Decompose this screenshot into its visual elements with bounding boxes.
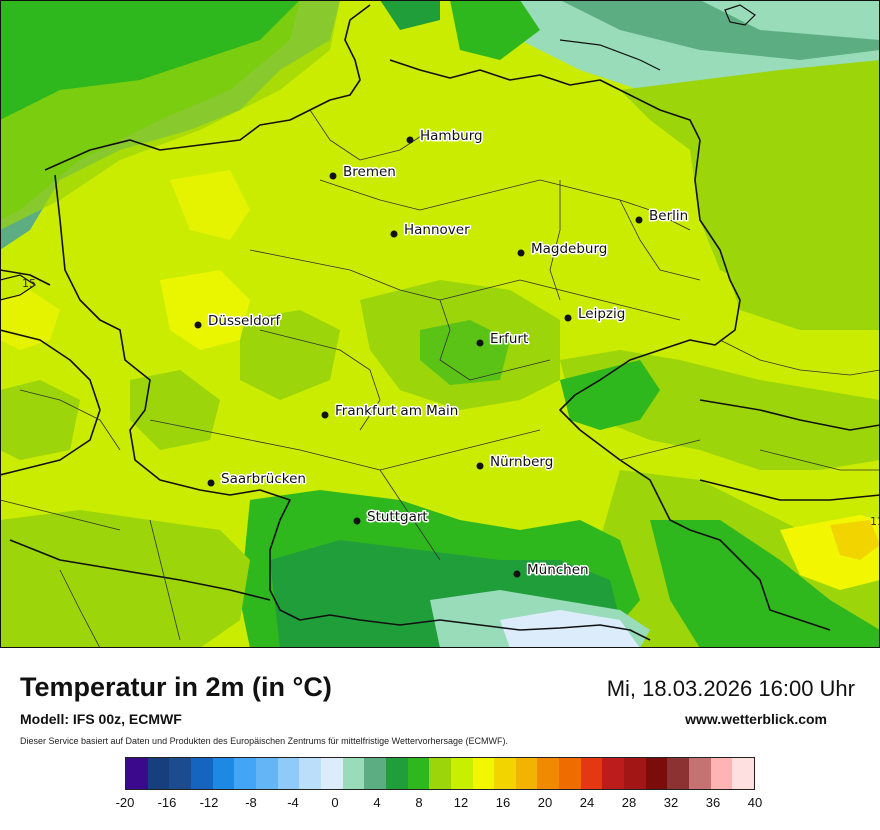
city-dot bbox=[390, 230, 398, 238]
color-scale-segment bbox=[169, 758, 191, 789]
color-scale-segment bbox=[407, 758, 430, 789]
city-label-duesseldorf: Düsseldorf bbox=[208, 313, 281, 329]
city-dot bbox=[476, 462, 484, 470]
city-dot bbox=[207, 479, 215, 487]
city-label-saarbruecken: Saarbrücken bbox=[221, 471, 306, 487]
temperature-field bbox=[0, 0, 880, 648]
city-label-hannover: Hannover bbox=[404, 222, 470, 238]
color-scale-segment bbox=[299, 758, 321, 789]
isoline-label: 11 bbox=[870, 515, 880, 528]
city-label-magdeburg: Magdeburg bbox=[531, 241, 607, 257]
color-scale-segment bbox=[126, 758, 148, 789]
city-dot bbox=[635, 216, 643, 224]
city-label-berlin: Berlin bbox=[649, 208, 688, 224]
forecast-datetime: Mi, 18.03.2026 16:00 Uhr bbox=[606, 676, 855, 701]
color-scale-tick-label: 4 bbox=[373, 795, 381, 810]
color-scale-segment bbox=[450, 758, 473, 789]
city-dot bbox=[517, 249, 525, 257]
color-scale-tick-label: -16 bbox=[157, 795, 177, 810]
color-scale-tick-label: 24 bbox=[579, 795, 595, 810]
color-scale-segment bbox=[515, 758, 538, 789]
map-footer bbox=[0, 648, 880, 830]
color-scale-segment bbox=[732, 758, 755, 789]
isoline-label: 15 bbox=[22, 277, 36, 290]
color-scale-segment bbox=[537, 758, 560, 789]
color-scale-tick-label: 32 bbox=[663, 795, 679, 810]
color-scale-ticks: -20 -16 -12 -8 -4 0 4 8 12 16 20 24 28 32 36 40 bbox=[116, 795, 763, 813]
color-scale-tick-label: 20 bbox=[537, 795, 553, 810]
color-scale-segment bbox=[385, 758, 408, 789]
color-scale-segment bbox=[190, 758, 213, 789]
map-title: Temperatur in 2m (in °C) bbox=[20, 672, 332, 702]
city-label-frankfurt: Frankfurt am Main bbox=[335, 403, 458, 419]
city-label-erfurt: Erfurt bbox=[490, 331, 528, 347]
city-dot bbox=[513, 570, 521, 578]
color-scale-tick-label: 12 bbox=[453, 795, 469, 810]
color-scale-segment bbox=[667, 758, 690, 789]
city-dot bbox=[329, 172, 337, 180]
color-scale-segment bbox=[320, 758, 343, 789]
city-label-hamburg: Hamburg bbox=[420, 128, 483, 144]
color-scale-segment bbox=[342, 758, 365, 789]
color-scale-segment bbox=[472, 758, 495, 789]
color-scale-tick-label: 16 bbox=[495, 795, 511, 810]
color-scale-segment bbox=[494, 758, 516, 789]
color-scale-tick-label: 8 bbox=[415, 795, 423, 810]
color-scale-segment bbox=[234, 758, 256, 789]
model-info: Modell: IFS 00z, ECMWF bbox=[20, 711, 182, 727]
temperature-map: 15 11 Hamburg Bremen Hannover Berlin Mag… bbox=[0, 0, 880, 648]
color-scale-tick-label: -20 bbox=[115, 795, 135, 810]
color-scale-tick-label: -4 bbox=[287, 795, 299, 810]
color-scale-tick-label: -8 bbox=[245, 795, 257, 810]
city-dot bbox=[353, 517, 361, 525]
city-label-leipzig: Leipzig bbox=[578, 306, 625, 322]
color-scale-segment bbox=[212, 758, 235, 789]
city-label-nuernberg: Nürnberg bbox=[490, 454, 553, 470]
color-scale-tick-label: 0 bbox=[331, 795, 339, 810]
color-scale-tick-label: 28 bbox=[621, 795, 637, 810]
color-scale-segment bbox=[429, 758, 451, 789]
color-scale-segment bbox=[580, 758, 603, 789]
color-scale-legend bbox=[125, 757, 755, 790]
city-label-muenchen: München bbox=[527, 562, 589, 578]
city-label-bremen: Bremen bbox=[343, 164, 396, 180]
color-scale-segment bbox=[645, 758, 668, 789]
color-scale-segment bbox=[364, 758, 386, 789]
color-scale-segment bbox=[277, 758, 300, 789]
data-source-note: Dieser Service basiert auf Daten und Pro… bbox=[20, 736, 509, 746]
city-dot bbox=[476, 339, 484, 347]
color-scale-segment bbox=[255, 758, 278, 789]
coastline bbox=[0, 4, 756, 301]
city-markers: Hamburg Bremen Hannover Berlin Magdeburg… bbox=[194, 127, 690, 580]
color-scale-segment bbox=[689, 758, 711, 789]
city-dot bbox=[321, 411, 329, 419]
color-scale-tick-label: -12 bbox=[199, 795, 219, 810]
color-scale-tick-label: 40 bbox=[747, 795, 763, 810]
color-scale-tick-label: 36 bbox=[705, 795, 721, 810]
city-dot bbox=[194, 321, 202, 329]
country-borders bbox=[0, 4, 880, 641]
color-scale-segment bbox=[147, 758, 170, 789]
color-scale-segment bbox=[602, 758, 625, 789]
color-scale-segment bbox=[559, 758, 581, 789]
city-label-stuttgart: Stuttgart bbox=[367, 509, 428, 525]
state-borders bbox=[0, 109, 880, 648]
website-link: www.wetterblick.com bbox=[685, 711, 827, 727]
city-dot bbox=[406, 136, 414, 144]
color-scale-segment bbox=[624, 758, 646, 789]
city-dot bbox=[564, 314, 572, 322]
color-scale-segment bbox=[710, 758, 733, 789]
